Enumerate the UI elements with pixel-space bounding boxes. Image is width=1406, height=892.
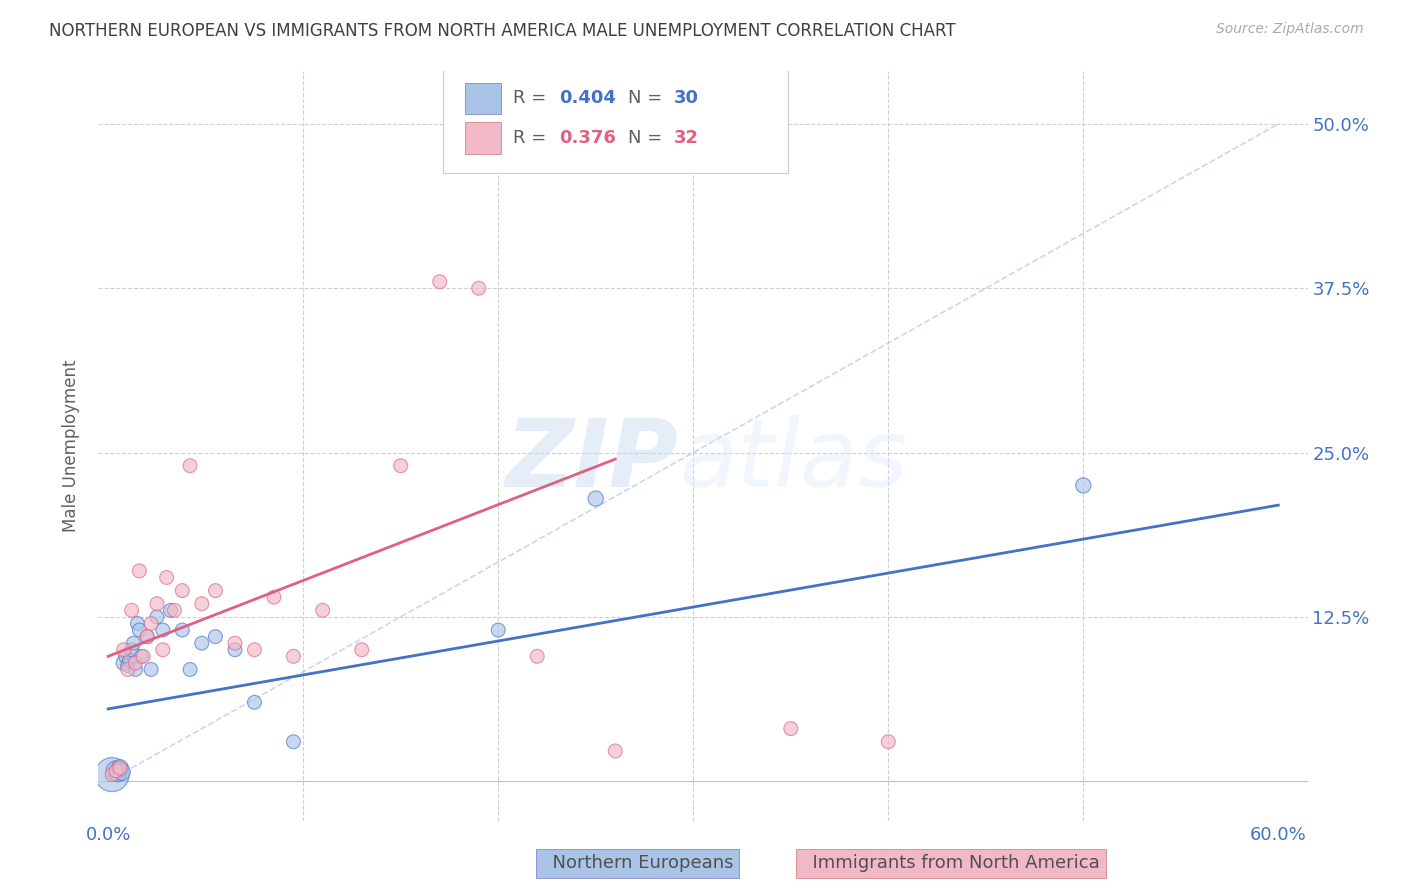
Point (172, 623, 194, 637)
Point (263, 590, 285, 604)
Point (159, 603, 181, 617)
Point (111, 764, 134, 779)
Text: 32: 32 (673, 129, 699, 147)
Point (121, 642, 143, 657)
Text: Northern Europeans: Northern Europeans (541, 855, 734, 872)
Point (283, 649, 305, 664)
Point (172, 583, 194, 598)
Point (486, 623, 509, 637)
Text: 0.404: 0.404 (560, 89, 616, 107)
Point (121, 603, 143, 617)
Text: NORTHERN EUROPEAN VS IMMIGRANTS FROM NORTH AMERICA MALE UNEMPLOYMENT CORRELATION: NORTHERN EUROPEAN VS IMMIGRANTS FROM NOR… (49, 22, 956, 40)
Point (108, 761, 131, 775)
Point (101, 767, 124, 781)
Point (350, 642, 373, 657)
Point (204, 630, 226, 644)
Point (132, 649, 155, 664)
Point (191, 636, 214, 650)
Point (163, 603, 186, 617)
Text: 30: 30 (673, 89, 699, 107)
FancyBboxPatch shape (465, 122, 501, 153)
Point (877, 735, 900, 749)
Text: ZIP: ZIP (506, 415, 679, 507)
Point (101, 767, 124, 781)
Point (127, 616, 149, 631)
Text: N =: N = (628, 89, 668, 107)
Text: R =: R = (513, 89, 553, 107)
Point (224, 642, 246, 657)
Point (112, 656, 135, 670)
Point (179, 663, 201, 677)
Text: Source: ZipAtlas.com: Source: ZipAtlas.com (1216, 22, 1364, 37)
Point (312, 603, 335, 617)
Point (224, 636, 246, 650)
Point (146, 597, 169, 611)
Point (114, 649, 136, 664)
Point (124, 663, 146, 677)
Point (243, 695, 266, 709)
Point (128, 623, 150, 637)
Point (156, 570, 179, 584)
Point (429, 275, 451, 289)
Point (139, 616, 162, 631)
Point (467, 281, 489, 295)
Text: R =: R = (513, 129, 553, 147)
Point (136, 630, 159, 644)
FancyBboxPatch shape (465, 83, 501, 114)
Point (117, 658, 139, 673)
Text: 0.376: 0.376 (560, 129, 616, 147)
Point (139, 663, 162, 677)
Text: N =: N = (628, 129, 668, 147)
Text: Immigrants from North America: Immigrants from North America (801, 855, 1099, 872)
Point (585, 491, 607, 506)
Point (243, 642, 266, 657)
Point (104, 764, 127, 778)
Point (152, 642, 174, 657)
Point (104, 764, 127, 778)
Point (283, 735, 305, 749)
FancyBboxPatch shape (443, 60, 787, 172)
Point (526, 649, 548, 664)
Point (118, 653, 141, 667)
Point (179, 458, 201, 473)
Point (128, 564, 150, 578)
Point (389, 458, 412, 473)
Point (204, 583, 226, 598)
Point (191, 597, 214, 611)
Point (136, 630, 159, 644)
Point (1071, 478, 1094, 492)
Point (107, 766, 129, 780)
Point (779, 722, 801, 736)
Point (605, 744, 627, 758)
Point (146, 610, 169, 624)
Point (112, 642, 135, 657)
Point (131, 649, 153, 664)
Point (124, 656, 146, 670)
Point (117, 663, 139, 677)
Text: atlas: atlas (679, 416, 907, 507)
Point (152, 623, 174, 637)
Point (108, 761, 131, 775)
Point (122, 636, 145, 650)
Y-axis label: Male Unemployment: Male Unemployment (62, 359, 80, 533)
